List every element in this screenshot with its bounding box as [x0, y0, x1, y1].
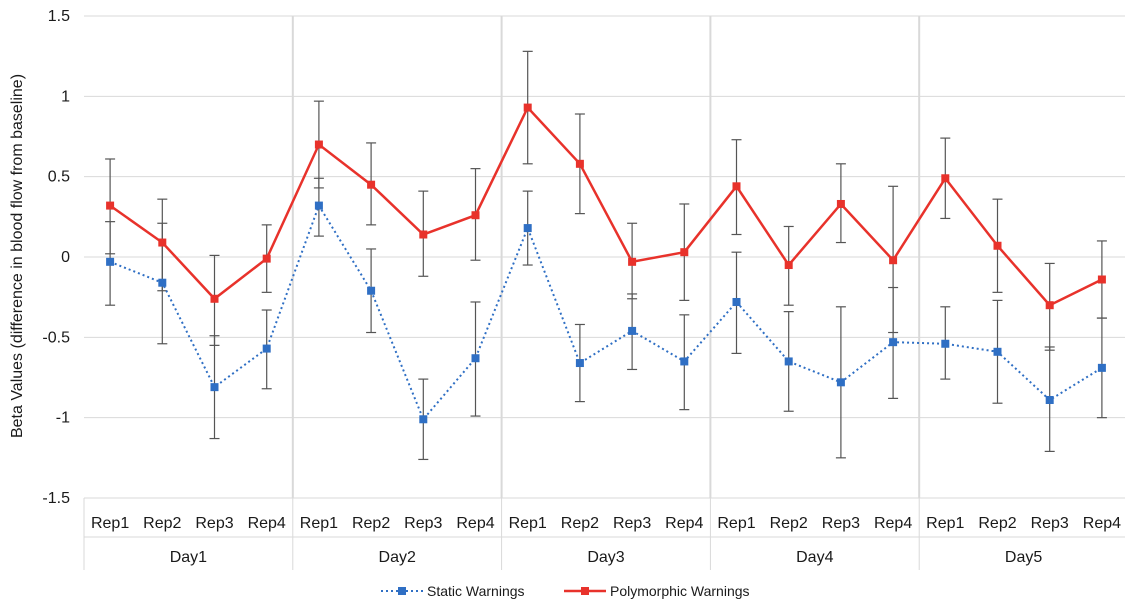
polymorphic-warnings-point: [419, 230, 428, 239]
x-tick-label: Rep4: [874, 515, 912, 532]
polymorphic-warnings-point: [784, 261, 793, 270]
static-warnings-point: [1097, 363, 1106, 372]
polymorphic-warnings-point: [1045, 301, 1054, 310]
x-tick-label: Rep2: [352, 515, 390, 532]
polymorphic-warnings-point: [1097, 275, 1106, 284]
error-bars: [105, 50, 1107, 461]
static-warnings-point: [628, 326, 637, 335]
x-tick-label: Rep4: [665, 515, 703, 532]
x-tick-label: Rep3: [195, 515, 233, 532]
series-layer: [106, 103, 1106, 424]
legend-static-label: Static Warnings: [427, 583, 525, 599]
polymorphic-warnings-point: [314, 140, 323, 149]
x-tick-label: Rep3: [822, 515, 860, 532]
x-tick-label: Rep1: [300, 515, 338, 532]
legend: Static Warnings Polymorphic Warnings: [381, 583, 750, 599]
legend-static-marker: [398, 587, 406, 595]
x-tick-label: Rep1: [509, 515, 547, 532]
static-warnings-point: [680, 357, 689, 366]
y-axis-label: Beta Values (difference in blood flow fr…: [9, 74, 26, 438]
polymorphic-warnings-point: [210, 294, 219, 303]
polymorphic-warnings-point: [367, 180, 376, 189]
polymorphic-warnings-point: [575, 159, 584, 168]
legend-polymorphic-marker: [581, 587, 589, 595]
static-warnings-point: [471, 354, 480, 363]
static-warnings-point: [419, 415, 428, 424]
x-tick-label: Rep1: [717, 515, 755, 532]
x-tick-label: Rep2: [978, 515, 1016, 532]
x-tick-label: Rep4: [248, 515, 286, 532]
static-warnings-point: [836, 378, 845, 387]
static-warnings-point: [575, 359, 584, 368]
y-tick-label: -1: [56, 410, 70, 427]
polymorphic-warnings-point: [732, 182, 741, 191]
polymorphic-warnings-point: [628, 257, 637, 266]
x-group-label: Day4: [796, 549, 833, 566]
x-tick-label: Rep1: [91, 515, 129, 532]
y-tick-label: -0.5: [42, 329, 70, 346]
y-tick-label: 1: [61, 88, 70, 105]
y-tick-label: 1.5: [48, 8, 70, 25]
polymorphic-warnings-point: [158, 238, 167, 247]
static-warnings-point: [262, 344, 271, 353]
static-warnings-point: [941, 339, 950, 348]
x-tick-label: Rep2: [770, 515, 808, 532]
x-group-label: Day5: [1005, 549, 1042, 566]
x-tick-label: Rep3: [1031, 515, 1069, 532]
static-warnings-point: [889, 338, 898, 347]
polymorphic-warnings-point: [262, 254, 271, 263]
static-warnings-point: [993, 347, 1002, 356]
static-warnings-point: [314, 201, 323, 210]
static-warnings-point: [106, 257, 115, 266]
polymorphic-warnings-point: [106, 201, 115, 210]
static-warnings-point: [367, 286, 376, 295]
axis-layer: 1.5 1 0.5 0 -0.5 -1 -1.5 Rep1 Rep2 Rep3 Rep4 Rep1 Re…: [42, 8, 1125, 570]
x-tick-label: Rep4: [456, 515, 494, 532]
static-warnings-point: [523, 224, 532, 233]
y-tick-label: 0.5: [48, 169, 70, 186]
static-warnings-point: [732, 297, 741, 306]
polymorphic-warnings-line: [109, 105, 1103, 307]
static-warnings-point: [784, 357, 793, 366]
polymorphic-warnings-point: [941, 174, 950, 183]
polymorphic-warnings-point: [523, 103, 532, 112]
grid-layer: [84, 15, 1125, 499]
x-group-label: Day3: [587, 549, 624, 566]
static-warnings-line: [109, 203, 1103, 422]
x-tick-label: Rep2: [561, 515, 599, 532]
static-warnings-point: [210, 383, 219, 392]
y-tick-label: 0: [61, 249, 70, 266]
x-tick-label: Rep3: [613, 515, 651, 532]
x-tick-label: Rep4: [1083, 515, 1121, 532]
x-group-label: Day1: [170, 549, 207, 566]
x-group-label: Day2: [379, 549, 416, 566]
y-tick-label: -1.5: [42, 490, 70, 507]
static-warnings-point: [1045, 395, 1054, 404]
x-tick-label: Rep2: [143, 515, 181, 532]
static-warnings-point: [158, 278, 167, 287]
polymorphic-warnings-point: [471, 211, 480, 220]
legend-polymorphic-label: Polymorphic Warnings: [610, 583, 750, 599]
polymorphic-warnings-point: [993, 241, 1002, 250]
polymorphic-warnings-point: [836, 199, 845, 208]
x-tick-label: Rep3: [404, 515, 442, 532]
polymorphic-warnings-point: [889, 256, 898, 265]
polymorphic-warnings-point: [680, 248, 689, 257]
x-tick-label: Rep1: [926, 515, 964, 532]
